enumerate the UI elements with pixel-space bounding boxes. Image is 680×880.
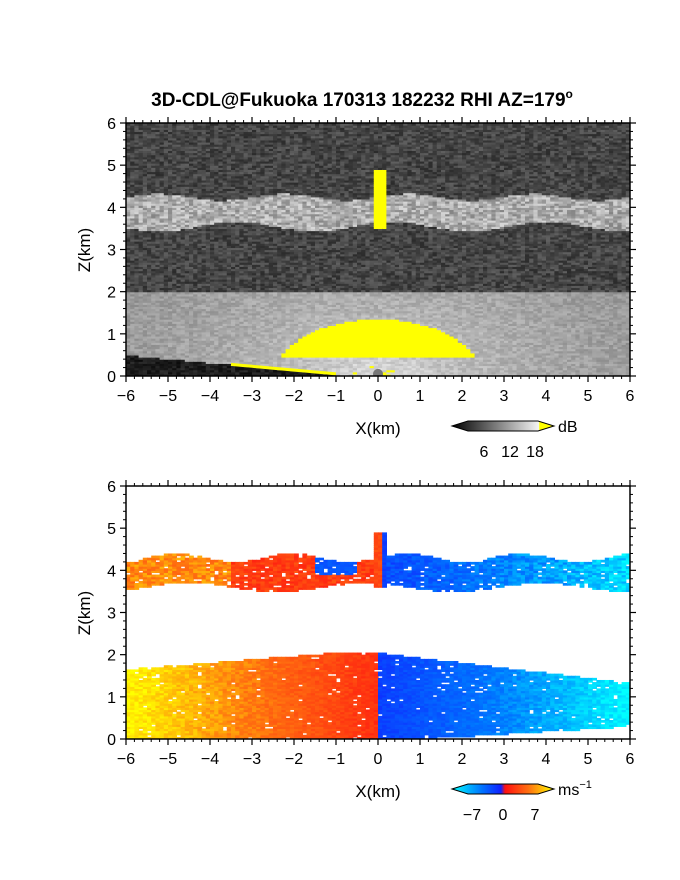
colorbar-velocity-tick-neg7: −7 bbox=[463, 807, 481, 824]
colorbar-db-bar bbox=[450, 420, 556, 432]
top-x-tick-label: 5 bbox=[584, 388, 593, 405]
bottom-x-tick-label: −1 bbox=[327, 751, 345, 768]
bottom-y-tick-label: 0 bbox=[107, 732, 116, 749]
panel-bottom: −6 −5 −4 −3 −2 −1 0 1 2 3 4 5 6 0 1 2 3 4 5 6 Z(km) X(km) m… bbox=[75, 479, 636, 824]
colorbar-db-unit: dB bbox=[558, 419, 578, 436]
bottom-x-tick-label: 3 bbox=[500, 751, 509, 768]
bottom-y-tick-label: 1 bbox=[107, 690, 116, 707]
colorbar-db-tick-18: 18 bbox=[526, 444, 544, 461]
bottom-x-tick-label: −5 bbox=[159, 751, 177, 768]
top-x-tick-label: −2 bbox=[285, 388, 303, 405]
top-y-tick-label: 0 bbox=[107, 369, 116, 386]
colorbar-velocity-tick-0: 0 bbox=[499, 807, 508, 824]
bottom-y-tick-label: 5 bbox=[107, 521, 116, 538]
top-x-tick-label: −5 bbox=[159, 388, 177, 405]
top-x-tick-label: −3 bbox=[243, 388, 261, 405]
panel-top: 3D-CDL@Fukuoka 170313 182232 RHI AZ=179o… bbox=[75, 87, 636, 461]
bottom-axes: −6 −5 −4 −3 −2 −1 0 1 2 3 4 5 6 0 1 2 3 4 5 6 bbox=[107, 479, 636, 768]
top-x-tick-label: −1 bbox=[327, 388, 345, 405]
top-y-tick-label: 2 bbox=[107, 285, 116, 302]
top-x-axis-label: X(km) bbox=[355, 419, 400, 438]
bottom-x-tick-label: −4 bbox=[201, 751, 219, 768]
bottom-plot-area bbox=[126, 486, 630, 739]
top-y-tick-label: 3 bbox=[107, 243, 116, 260]
top-x-tick-label: −4 bbox=[201, 388, 219, 405]
top-ground-echo bbox=[230, 362, 337, 376]
bottom-x-axis-label: X(km) bbox=[355, 782, 400, 801]
bottom-x-tick-label: 0 bbox=[374, 751, 383, 768]
top-x-tick-label: 3 bbox=[500, 388, 509, 405]
top-y-tick-label: 1 bbox=[107, 327, 116, 344]
bottom-y-tick-label: 6 bbox=[107, 479, 116, 496]
bottom-x-tick-label: 5 bbox=[584, 751, 593, 768]
top-lidar-site bbox=[373, 368, 383, 376]
bottom-x-tick-label: 4 bbox=[542, 751, 551, 768]
bottom-y-tick-label: 2 bbox=[107, 648, 116, 665]
colorbar-velocity: ms−1 −7 0 7 bbox=[450, 779, 592, 824]
top-y-tick-label: 4 bbox=[107, 200, 116, 217]
top-x-tick-label: 0 bbox=[374, 388, 383, 405]
top-x-tick-label: 1 bbox=[416, 388, 425, 405]
bottom-x-tick-label: 1 bbox=[416, 751, 425, 768]
colorbar-db-tick-6: 6 bbox=[480, 444, 489, 461]
colorbar-db: dB 6 12 18 bbox=[450, 419, 578, 461]
bottom-x-tick-label: −2 bbox=[285, 751, 303, 768]
top-y-axis-label: Z(km) bbox=[75, 228, 94, 272]
colorbar-velocity-unit: ms−1 bbox=[558, 779, 592, 799]
top-x-tick-label: 6 bbox=[626, 388, 635, 405]
colorbar-velocity-bar bbox=[450, 783, 556, 795]
colorbar-velocity-tick-7: 7 bbox=[531, 807, 540, 824]
top-axes: −6 −5 −4 −3 −2 −1 0 1 2 3 4 5 6 0 1 2 3 4 5 6 bbox=[107, 116, 636, 405]
bottom-y-axis-label: Z(km) bbox=[75, 591, 94, 635]
chart-title: 3D-CDL@Fukuoka 170313 182232 RHI AZ=179o bbox=[151, 87, 573, 111]
bottom-x-tick-label: −3 bbox=[243, 751, 261, 768]
bottom-y-tick-label: 3 bbox=[107, 606, 116, 623]
bottom-x-tick-label: 2 bbox=[458, 751, 467, 768]
top-plot-area bbox=[126, 123, 630, 376]
bottom-y-tick-label: 4 bbox=[107, 563, 116, 580]
top-x-tick-label: 2 bbox=[458, 388, 467, 405]
top-y-tick-label: 6 bbox=[107, 116, 116, 133]
bottom-x-tick-label: 6 bbox=[626, 751, 635, 768]
top-x-tick-label: 4 bbox=[542, 388, 551, 405]
colorbar-db-tick-12: 12 bbox=[501, 444, 519, 461]
bottom-x-tick-label: −6 bbox=[117, 751, 135, 768]
top-x-tick-label: −6 bbox=[117, 388, 135, 405]
top-y-tick-label: 5 bbox=[107, 158, 116, 175]
